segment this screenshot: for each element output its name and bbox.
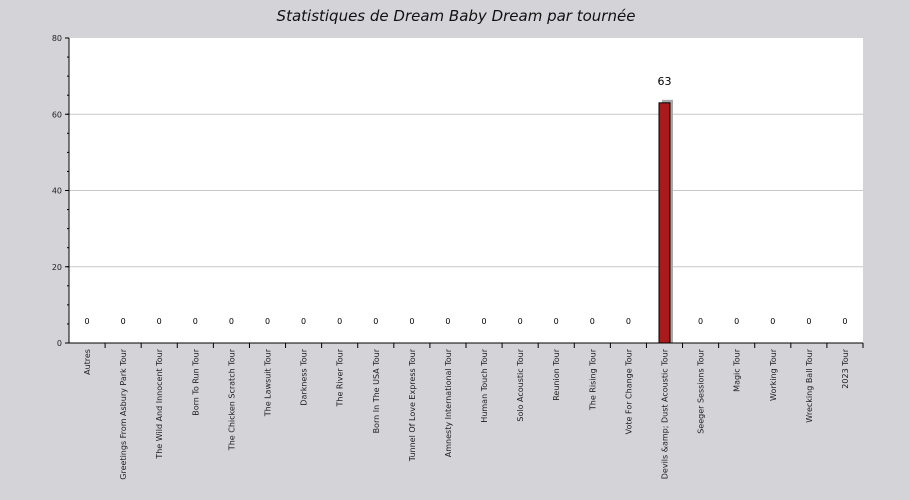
data-label: 0 (265, 317, 270, 326)
category-label: Darkness Tour (300, 348, 309, 405)
data-label: 0 (445, 317, 450, 326)
data-label: 0 (84, 317, 89, 326)
category-label: Born To Run Tour (191, 348, 200, 415)
data-label: 0 (842, 317, 847, 326)
bars: 0 0 0 0 0 0 0 0 0 0 0 0 0 0 0 0 63 0 0 0 0 0 (84, 75, 848, 344)
data-label: 0 (337, 317, 342, 326)
data-label: 0 (193, 317, 198, 326)
category-label: The Lawsuit Tour (264, 348, 273, 417)
category-label: Autres (83, 349, 92, 375)
data-label: 0 (301, 317, 306, 326)
data-label: 0 (229, 317, 234, 326)
x-axis: Autres Greetings From Asbury Park Tour The… (69, 342, 864, 480)
data-label: 0 (409, 317, 414, 326)
category-label: Greetings From Asbury Park Tour (119, 348, 128, 479)
category-label: The Chicken Scratch Tour (227, 348, 236, 451)
data-label: 0 (626, 317, 631, 326)
category-label: Vote For Change Tour (624, 348, 633, 434)
y-tick-label: 40 (52, 187, 62, 196)
y-tick-label: 0 (57, 339, 62, 348)
data-label: 0 (373, 317, 378, 326)
category-label: Working Tour (769, 348, 778, 401)
category-label: Magic Tour (733, 348, 742, 392)
data-label: 0 (121, 317, 126, 326)
category-label: Human Touch Tour (480, 348, 489, 422)
grid-lines (69, 113, 863, 268)
y-tick-label: 20 (52, 263, 62, 272)
y-tick-label: 80 (52, 34, 62, 43)
data-label: 63 (658, 75, 672, 88)
category-label: Wrecking Ball Tour (805, 348, 814, 422)
category-label: The Rising Tour (588, 348, 597, 411)
category-label: Amnesty International Tour (444, 348, 453, 457)
data-label: 0 (734, 317, 739, 326)
category-label: The Wild And Innocent Tour (155, 348, 164, 459)
data-label: 0 (518, 317, 523, 326)
category-label: Seeger Sessions Tour (697, 348, 706, 433)
bar (658, 102, 671, 344)
category-label: Born In The USA Tour (372, 348, 381, 433)
category-label: Solo Acoustic Tour (516, 348, 525, 421)
chart-title: Statistiques de Dream Baby Dream par tou… (277, 7, 636, 25)
data-label: 0 (770, 317, 775, 326)
data-label: 0 (554, 317, 559, 326)
data-label: 0 (698, 317, 703, 326)
category-label: Tunnel Of Love Express Tour (408, 348, 417, 462)
data-label: 0 (806, 317, 811, 326)
category-label: Reunion Tour (552, 348, 561, 400)
y-axis: 0 20 40 60 80 (52, 34, 70, 348)
category-label: The River Tour (336, 348, 345, 407)
data-label: 0 (481, 317, 486, 326)
data-label: 0 (157, 317, 162, 326)
y-tick-label: 60 (52, 110, 62, 119)
data-label: 0 (590, 317, 595, 326)
category-label: 2023 Tour (841, 348, 850, 388)
category-label: Devils &amp; Dust Acoustic Tour (661, 348, 670, 479)
